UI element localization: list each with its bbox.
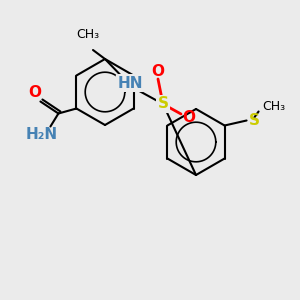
Text: O: O bbox=[182, 110, 196, 124]
Text: S: S bbox=[158, 97, 169, 112]
Text: CH₃: CH₃ bbox=[262, 100, 286, 113]
Text: O: O bbox=[152, 64, 164, 79]
Text: CH₃: CH₃ bbox=[76, 28, 100, 41]
Text: H₂N: H₂N bbox=[26, 127, 58, 142]
Text: O: O bbox=[28, 85, 41, 100]
Text: HN: HN bbox=[117, 76, 143, 91]
Text: S: S bbox=[249, 113, 260, 128]
